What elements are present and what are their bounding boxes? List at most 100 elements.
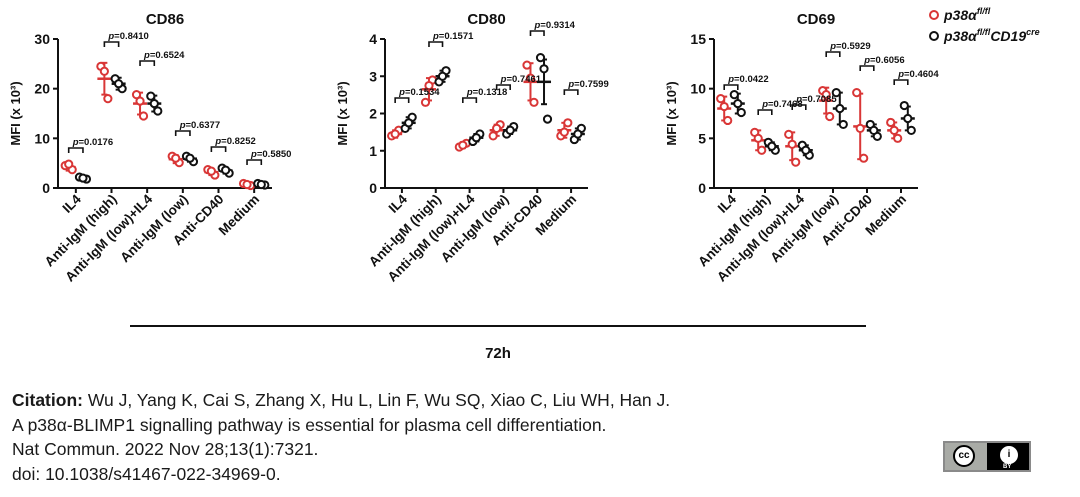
data-point	[753, 133, 763, 143]
data-point	[542, 114, 553, 124]
by-label: BY	[1003, 464, 1012, 470]
data-point	[835, 103, 845, 114]
p-value-label: p=0.7461	[500, 74, 542, 85]
y-tick-label: 20	[34, 81, 50, 97]
significance-bracket	[210, 146, 227, 152]
data-point	[78, 173, 88, 183]
y-tick-label: 5	[698, 130, 706, 146]
significance-bracket	[495, 84, 511, 90]
data-point	[458, 140, 468, 150]
x-tick-label: IL4	[715, 191, 740, 216]
data-point	[529, 97, 539, 107]
p-value-label: p=0.6524	[143, 50, 185, 61]
significance-bracket	[67, 147, 84, 153]
p-value-label: p=0.5929	[829, 41, 870, 52]
data-point	[146, 91, 156, 101]
data-point	[573, 129, 583, 139]
data-point	[855, 123, 865, 133]
data-point	[733, 98, 743, 109]
data-point	[471, 133, 481, 143]
data-point	[390, 129, 400, 139]
data-point	[838, 119, 848, 130]
data-point	[492, 123, 502, 133]
y-tick-label: 0	[698, 180, 706, 196]
data-point	[114, 79, 124, 89]
p-value-label: p=0.7085	[795, 94, 837, 105]
significance-bracket	[825, 51, 841, 57]
citation-title: A p38α-BLIMP1 signalling pathway is esse…	[12, 414, 607, 435]
data-point	[64, 159, 74, 169]
significance-bracket	[139, 60, 156, 66]
p-value-label: p=0.7599	[567, 79, 608, 90]
y-tick-label: 3	[369, 68, 377, 84]
legend-marker	[929, 31, 939, 41]
data-point	[889, 125, 899, 135]
data-point	[559, 127, 569, 137]
significance-bracket	[757, 109, 773, 115]
data-point	[723, 115, 733, 126]
data-point	[767, 141, 777, 151]
data-point	[206, 166, 216, 176]
data-point	[903, 113, 913, 124]
significance-bracket	[246, 159, 263, 165]
data-point	[404, 118, 414, 128]
citation-block: Citation: Wu J, Yang K, Cai S, Zhang X, …	[12, 388, 912, 486]
p-value-label: p=0.0176	[72, 137, 113, 148]
p-value-label: p=0.5850	[250, 149, 291, 160]
legend-label: p38αfl/flCD19cre	[943, 27, 1040, 44]
data-point	[787, 139, 797, 149]
data-point	[221, 165, 231, 175]
data-point	[424, 80, 434, 91]
y-tick-label: 15	[690, 31, 706, 47]
panel-title: CD80	[467, 11, 505, 28]
data-point	[821, 90, 831, 100]
cc-icon: cc	[953, 445, 975, 467]
data-point	[135, 96, 145, 106]
attribution-icon: i	[998, 444, 1020, 466]
citation-label: Citation:	[12, 390, 83, 410]
data-point	[522, 60, 532, 70]
data-point	[171, 153, 181, 163]
data-point	[791, 157, 801, 167]
data-point	[886, 117, 896, 128]
p-value-label: p=0.1534	[398, 87, 440, 98]
citation-journal: Nat Commun. 2022 Nov 28;13(1):7321.	[12, 439, 319, 459]
data-point	[99, 66, 109, 76]
y-tick-label: 0	[42, 180, 50, 196]
data-point	[525, 73, 536, 83]
significance-bracket	[529, 30, 545, 36]
data-point	[893, 133, 903, 143]
data-point	[153, 106, 163, 116]
citation-line-authors: Citation: Wu J, Yang K, Cai S, Zhang X, …	[12, 388, 912, 413]
data-point	[539, 64, 549, 74]
y-tick-label: 10	[690, 81, 706, 97]
significance-bracket	[462, 97, 478, 103]
cc-by-license-badge[interactable]: cc i BY	[943, 441, 1031, 472]
data-point	[784, 129, 794, 139]
data-point	[437, 71, 448, 81]
data-point	[256, 179, 266, 190]
data-point	[852, 88, 862, 98]
y-tick-label: 0	[369, 180, 377, 196]
citation-authors: Wu J, Yang K, Cai S, Zhang X, Hu L, Lin …	[82, 390, 671, 410]
y-axis-label: MFI (x 10³)	[664, 81, 679, 145]
y-tick-label: 2	[369, 106, 377, 122]
data-point	[138, 111, 149, 121]
data-point	[149, 98, 159, 109]
data-point	[719, 101, 729, 112]
legend-marker	[929, 10, 939, 20]
p-value-label: p=0.9314	[533, 20, 575, 31]
citation-doi[interactable]: doi: 10.1038/s41467-022-34969-0.	[12, 463, 281, 484]
p-value-label: p=0.0422	[727, 74, 768, 85]
y-tick-label: 30	[34, 31, 50, 47]
data-point	[242, 179, 252, 190]
legend-label: p38αfl/fl	[943, 6, 991, 23]
significance-bracket	[859, 65, 875, 71]
p-value-label: p=0.6377	[179, 120, 220, 131]
data-point	[729, 90, 739, 100]
data-point	[859, 153, 869, 163]
data-point	[736, 107, 746, 118]
